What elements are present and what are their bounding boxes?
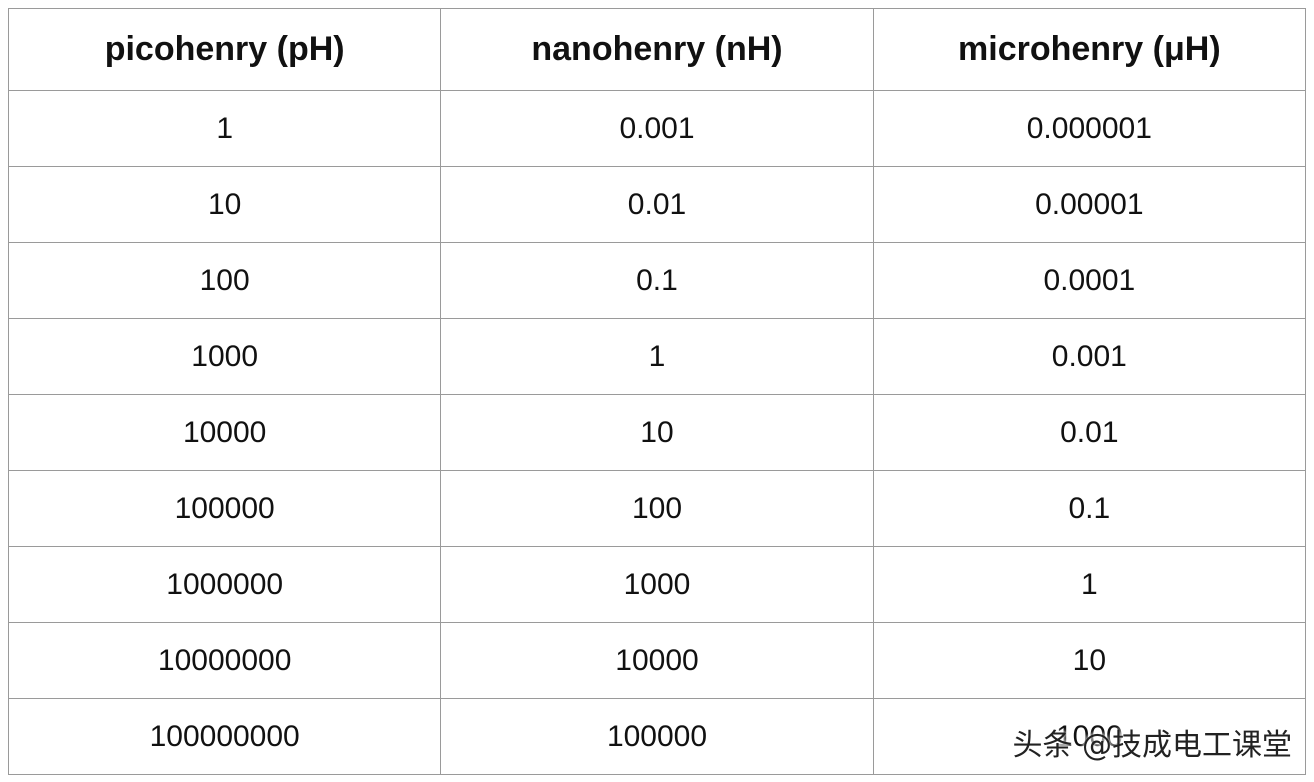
table-row: 10000000 10000 10 [7, 622, 1307, 699]
table-row: 100 0.1 0.0001 [7, 242, 1307, 319]
table-cell: 10000000 [7, 622, 442, 699]
table-cell: 0.00001 [872, 166, 1307, 243]
table-cell: 100 [440, 470, 874, 547]
table-cell: 10 [872, 622, 1307, 699]
header-cell: picohenry (pH) [7, 8, 442, 91]
table-cell: 100000 [7, 470, 442, 547]
table-row: 1000 1 0.001 [7, 318, 1307, 395]
table-cell: 10000 [440, 622, 874, 699]
table-cell: 0.001 [872, 318, 1307, 395]
table-row: 100000000 100000 1000 [7, 698, 1307, 775]
table-body: 1 0.001 0.000001 10 0.01 0.00001 100 0.1 0.0001 1… [7, 90, 1307, 775]
table-cell: 1 [7, 90, 442, 167]
table-cell: 100 [7, 242, 442, 319]
table-cell: 1 [872, 546, 1307, 623]
table-cell: 10000 [7, 394, 442, 471]
table-cell: 0.001 [440, 90, 874, 167]
table-header: picohenry (pH) nanohenry (nH) microhenry (… [7, 8, 1307, 91]
table-cell: 1 [440, 318, 874, 395]
table-row: 100000 100 0.1 [7, 470, 1307, 547]
table-cell: 100000000 [7, 698, 442, 775]
table-cell: 100000 [440, 698, 874, 775]
header-row: picohenry (pH) nanohenry (nH) microhenry (… [7, 8, 1307, 91]
table-cell: 0.01 [872, 394, 1307, 471]
watermark: 头条 @技成电工课堂 [1012, 728, 1292, 763]
table-cell: 0.1 [872, 470, 1307, 547]
table-cell: 1000000 [7, 546, 442, 623]
table-cell: 0.0001 [872, 242, 1307, 319]
table-cell: 0.000001 [872, 90, 1307, 167]
table-cell: 1000 [7, 318, 442, 395]
table-row: 10 0.01 0.00001 [7, 166, 1307, 243]
table-row: 10000 10 0.01 [7, 394, 1307, 471]
conversion-table: picohenry (pH) nanohenry (nH) microhenry (… [7, 8, 1307, 775]
table-cell: 10 [440, 394, 874, 471]
table-cell: 1000 [872, 698, 1307, 775]
table-row: 1 0.001 0.000001 [7, 90, 1307, 167]
table-cell: 0.1 [440, 242, 874, 319]
header-cell: microhenry (μH) [872, 8, 1307, 91]
table-cell: 10 [7, 166, 442, 243]
header-cell: nanohenry (nH) [440, 8, 874, 91]
table-cell: 0.01 [440, 166, 874, 243]
table-cell: 1000 [440, 546, 874, 623]
table-row: 1000000 1000 1 [7, 546, 1307, 623]
